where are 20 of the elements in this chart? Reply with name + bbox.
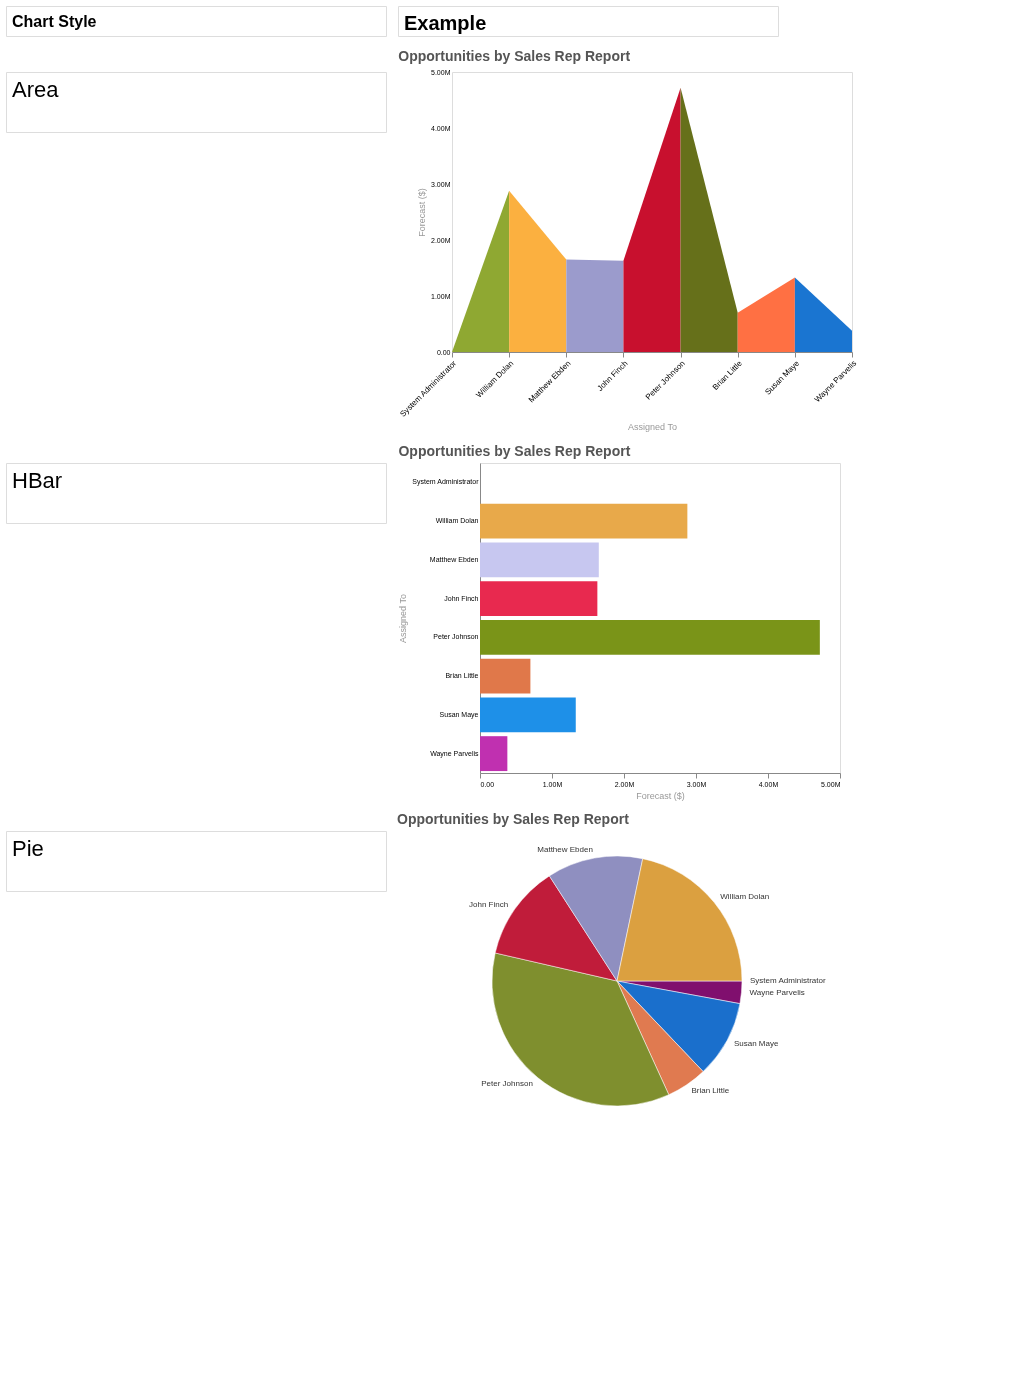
chart-title: Opportunities by Sales Rep Report	[397, 811, 630, 827]
x-axis-title: Forecast ($)	[636, 790, 685, 801]
slice-label: Matthew Ebden	[537, 845, 593, 855]
chart-title: Opportunities by Sales Rep Report	[398, 443, 631, 459]
y-axis-title: Forecast ($)	[417, 188, 428, 237]
x-axis-title: Assigned To	[628, 421, 677, 432]
slice-label: Susan Maye	[733, 1039, 779, 1049]
slice-label: Peter Johnson	[481, 1079, 533, 1089]
y-axis-title: Assigned To	[397, 594, 408, 643]
slice-label: Wayne Parvelis	[749, 988, 805, 998]
chart-title: Opportunities by Sales Rep Report	[398, 48, 631, 64]
slice-label: John Finch	[469, 899, 509, 909]
text: Example	[404, 12, 487, 34]
text: HBar	[12, 468, 63, 493]
category-label: System Administrator	[750, 976, 826, 985]
slice-label: William Dolan	[720, 892, 770, 902]
text: Chart Style	[12, 13, 97, 30]
text: Pie	[12, 836, 44, 861]
text: Area	[12, 77, 60, 102]
slice-label: Brian Little	[691, 1086, 730, 1096]
